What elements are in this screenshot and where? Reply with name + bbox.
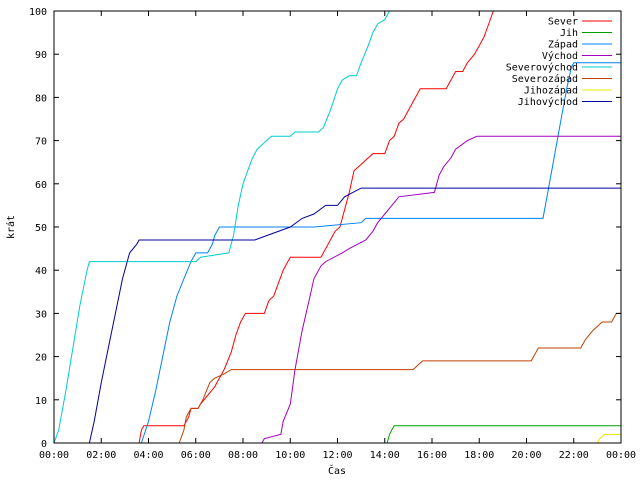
x-axis: 00:00 02:00 04:00 06:00 08:00 10:00 12:00 14:00…	[39, 11, 636, 461]
legend-label: Východ	[542, 50, 578, 62]
series-line	[54, 187, 621, 443]
y-tick-label: 60	[35, 180, 47, 191]
series-line	[54, 11, 390, 443]
y-axis-label: krát	[5, 215, 17, 239]
y-tick-label: 0	[41, 439, 47, 450]
legend-label: Jihovýchod	[518, 96, 578, 108]
legend-label: Severovýchod	[506, 62, 578, 74]
series-line	[54, 62, 621, 443]
x-tick-label: 08:00	[228, 450, 258, 461]
y-tick-label: 20	[35, 353, 47, 364]
y-axis: 0 10 20 30 40 50 60 70 80 90 100	[29, 7, 621, 450]
legend: SeverJihZápadVýchodSeverovýchodSeverozáp…	[506, 17, 612, 108]
y-tick-label: 70	[35, 137, 47, 148]
legend-label: Jihozápad	[524, 85, 578, 97]
series-line	[54, 425, 621, 443]
x-tick-label: 20:00	[511, 450, 541, 461]
x-tick-label: 18:00	[464, 450, 494, 461]
y-tick-label: 50	[35, 223, 47, 234]
y-tick-label: 100	[29, 7, 47, 18]
plot-lines	[54, 11, 621, 443]
x-tick-label: 22:00	[559, 450, 589, 461]
y-tick-label: 90	[35, 50, 47, 61]
legend-label: Severozápad	[512, 73, 578, 85]
x-tick-label: 10:00	[275, 450, 305, 461]
series-line	[54, 312, 621, 443]
x-tick-label: 16:00	[417, 450, 447, 461]
x-tick-label: 14:00	[370, 450, 400, 461]
legend-label: Jih	[560, 28, 578, 39]
x-tick-label: 02:00	[86, 450, 116, 461]
y-tick-label: 30	[35, 309, 47, 320]
x-tick-label: 04:00	[133, 450, 163, 461]
x-tick-label: 00:00	[606, 450, 636, 461]
y-tick-label: 80	[35, 93, 47, 104]
legend-label: Sever	[548, 17, 578, 28]
x-tick-label: 12:00	[322, 450, 352, 461]
legend-label: Západ	[548, 39, 578, 51]
series-line	[54, 433, 621, 443]
x-axis-label: Čas	[328, 464, 346, 477]
series-line	[54, 135, 621, 443]
y-tick-label: 40	[35, 266, 47, 277]
x-tick-label: 06:00	[181, 450, 211, 461]
y-tick-label: 10	[35, 396, 47, 407]
x-tick-label: 00:00	[39, 450, 69, 461]
